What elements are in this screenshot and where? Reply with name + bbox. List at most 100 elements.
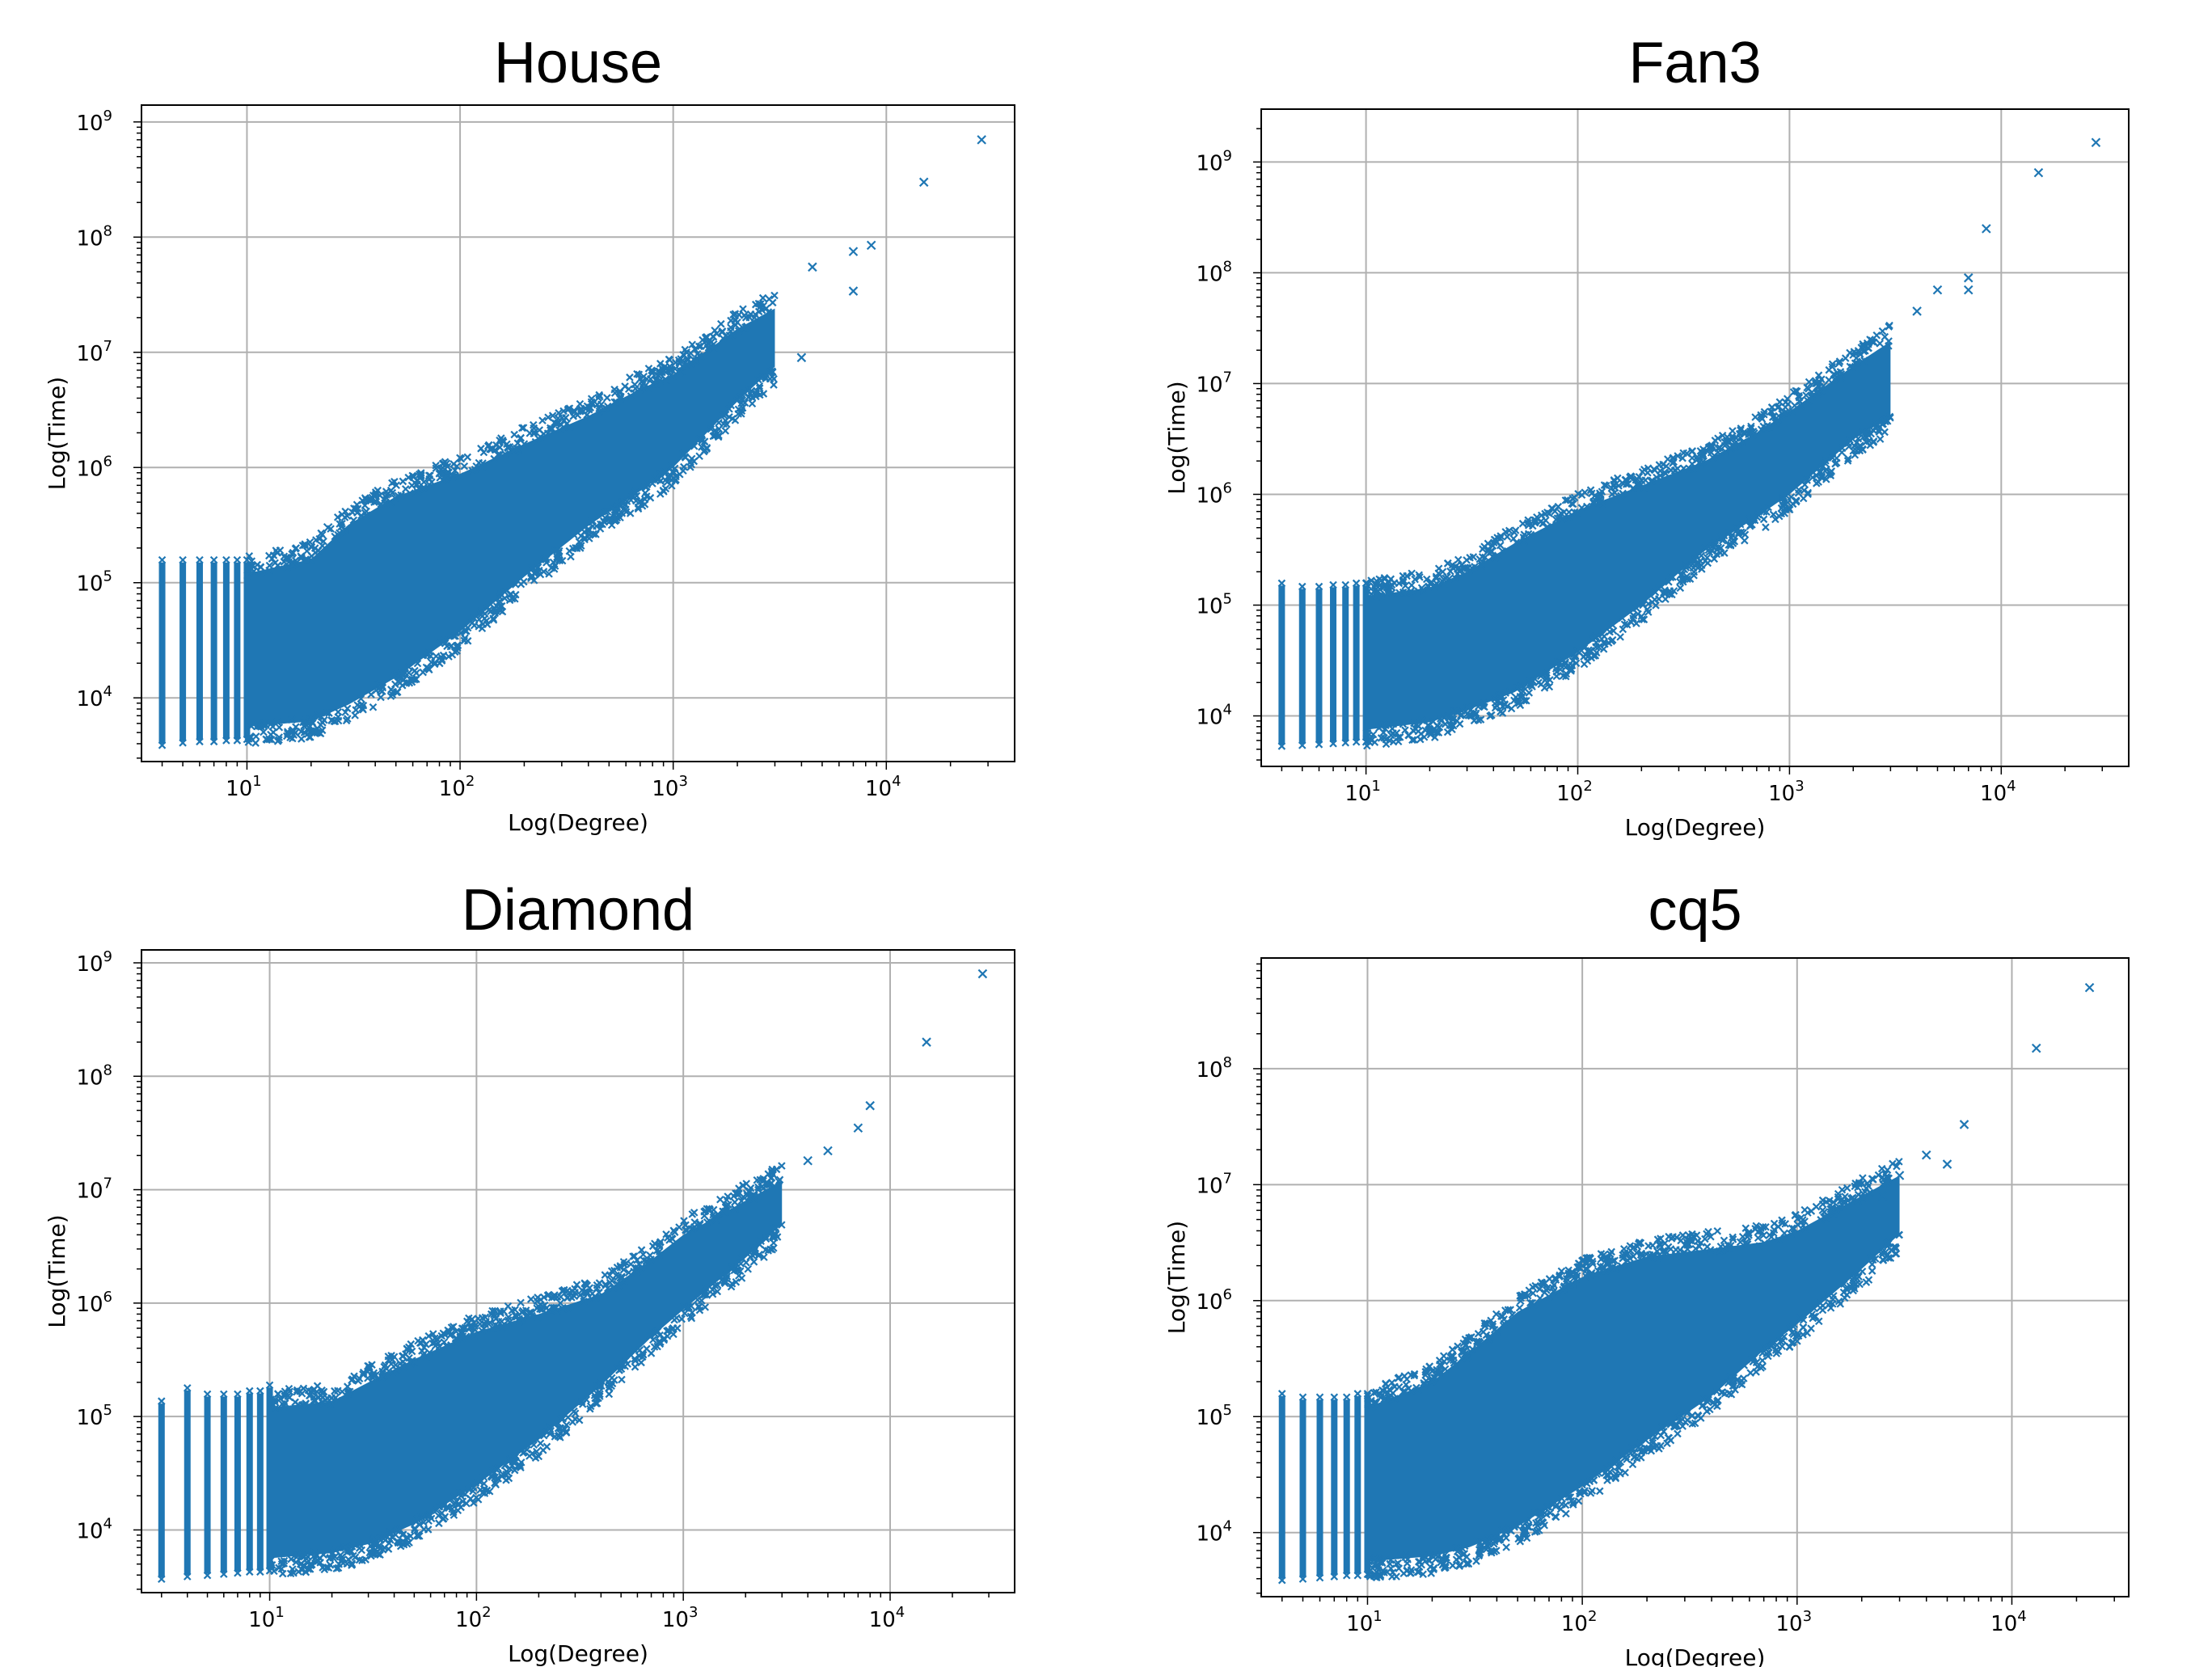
scatter-point: [1298, 741, 1307, 749]
scatter-point: [848, 247, 859, 256]
scatter-point: [1598, 500, 1607, 508]
scatter-point: [720, 1207, 728, 1216]
scatter-point: [1808, 388, 1816, 397]
scatter-point: [1378, 1559, 1387, 1568]
scatter-point: [1464, 1559, 1473, 1568]
scatter-point: [1448, 1345, 1457, 1354]
scatter-point: [728, 331, 737, 340]
scatter-point: [1555, 1272, 1564, 1281]
scatter-point: [412, 675, 420, 683]
scatter-point: [579, 1294, 588, 1303]
scatter-point: [1490, 1547, 1498, 1556]
scatter-point: [1739, 428, 1748, 437]
scatter-point: [1764, 1352, 1772, 1361]
scatter-column: [1278, 1395, 1285, 1579]
y-tick-exponent: 9: [103, 108, 112, 124]
scatter-point: [1695, 1243, 1703, 1251]
chart-title: Fan3: [1628, 31, 1761, 95]
scatter-point: [1298, 582, 1307, 591]
scatter-point: [1757, 1364, 1765, 1372]
scatter-point: [209, 737, 218, 746]
scatter-point: [1959, 1120, 1969, 1129]
scatter-point: [1738, 1232, 1747, 1241]
scatter-point: [233, 555, 242, 564]
scatter-point: [414, 1336, 422, 1345]
scatter-point: [334, 1386, 342, 1395]
scatter-point: [1665, 587, 1674, 595]
scatter-point: [529, 420, 538, 429]
scatter-point: [289, 561, 298, 569]
scatter-point: [1611, 1473, 1619, 1481]
x-tick-label: 103: [1768, 778, 1805, 806]
scatter-column: [1278, 585, 1285, 745]
scatter-point: [2033, 167, 2044, 178]
scatter-point: [701, 1303, 709, 1311]
scatter-point: [1498, 709, 1507, 717]
scatter-point: [300, 1401, 309, 1410]
scatter-point: [762, 304, 770, 313]
x-tick-label: 104: [865, 773, 901, 801]
scatter-point: [280, 1556, 289, 1565]
scatter-point: [283, 728, 292, 736]
scatter-point: [1589, 1260, 1597, 1268]
scatter-point: [403, 1533, 412, 1542]
scatter-point: [1399, 720, 1408, 728]
scatter-point: [1662, 462, 1670, 471]
scatter-point: [738, 396, 747, 404]
scatter-point: [1367, 736, 1376, 745]
scatter-point: [424, 1331, 433, 1340]
scatter-point: [1362, 729, 1370, 737]
scatter-point: [681, 454, 690, 462]
scatter-point: [1680, 1248, 1689, 1256]
scatter-point: [1621, 1468, 1629, 1477]
scatter-point: [631, 1354, 639, 1363]
scatter-point: [621, 382, 629, 390]
scatter-point: [764, 308, 773, 316]
scatter-point: [570, 1407, 578, 1416]
scatter-point: [1403, 1567, 1411, 1575]
scatter-point: [606, 1278, 614, 1287]
scatter-point: [1616, 633, 1624, 641]
chart-title: cq5: [1648, 878, 1741, 943]
scatter-point: [1585, 1477, 1594, 1486]
scatter-point: [597, 400, 606, 408]
y-tick-exponent: 7: [1223, 369, 1232, 386]
scatter-point: [1800, 486, 1809, 495]
scatter-point: [387, 686, 395, 694]
scatter-point: [1676, 1246, 1684, 1255]
scatter-point: [406, 489, 414, 497]
scatter-point: [1542, 516, 1550, 525]
scatter-point: [388, 479, 396, 487]
scatter-point: [1481, 553, 1489, 562]
scatter-point: [1482, 1331, 1491, 1340]
scatter-point: [355, 1555, 364, 1564]
scatter-point: [1815, 1317, 1823, 1326]
scatter-point: [721, 427, 730, 435]
scatter-point: [1443, 728, 1452, 736]
scatter-point: [1352, 737, 1361, 746]
scatter-point: [977, 969, 988, 979]
scatter-point: [1513, 698, 1522, 707]
scatter-point: [572, 543, 580, 552]
scatter-point: [1477, 562, 1486, 570]
scatter-point: [1607, 637, 1615, 645]
scatter-point: [432, 461, 440, 470]
scatter-point: [256, 1568, 264, 1576]
scatter-point: [594, 1394, 602, 1403]
scatter-point: [1439, 1352, 1448, 1361]
scatter-point: [498, 1321, 507, 1330]
scatter-point: [522, 1312, 531, 1320]
scatter-point: [1710, 555, 1719, 563]
scatter-point: [1741, 530, 1750, 539]
scatter-point: [1759, 422, 1767, 431]
scatter-point: [302, 1568, 310, 1576]
scatter-point: [1529, 1283, 1537, 1291]
y-tick-label: 109: [76, 108, 112, 136]
scatter-point: [222, 555, 230, 564]
scatter-point: [1850, 348, 1859, 356]
scatter-point: [530, 428, 538, 437]
scatter-point: [348, 1375, 357, 1383]
scatter-point: [357, 694, 365, 703]
scatter-point: [770, 1224, 779, 1233]
scatter-point: [1982, 224, 1991, 234]
